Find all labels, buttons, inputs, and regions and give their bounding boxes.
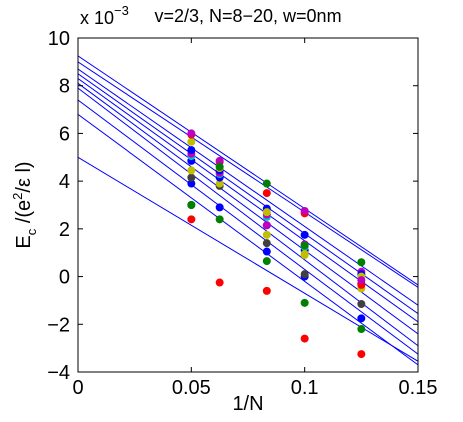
y-tick-label: −4 [47,362,70,384]
data-point-s5-3 [262,230,271,239]
data-point-s9-1 [187,146,196,155]
data-point-s12-2 [215,156,224,165]
y-tick-label: −2 [47,314,70,336]
fit-line-10 [78,55,418,286]
data-point-s10-4 [300,249,309,258]
data-point-s1-2 [215,278,224,287]
data-point-s10-1 [187,137,196,146]
data-point-s13-4 [300,241,309,250]
data-point-s13-1 [187,201,196,209]
x-tick-label: 0.15 [399,377,438,399]
x-axis-ticks: 0 0.05 0.1 0.15 [72,38,437,399]
data-point-s4-5 [357,300,366,309]
data-point-s10-3 [262,208,271,217]
fit-lines [78,55,418,366]
y-tick-label: 8 [59,76,70,98]
data-point-s4-4 [300,270,309,279]
data-point-s1-3 [262,286,271,295]
data-point-s13-2 [215,162,224,171]
data-point-s12-5 [357,276,366,285]
y-tick-label: 2 [59,219,70,241]
data-point-s9-4 [300,230,309,239]
data-point-s11-3 [262,189,271,198]
fit-line-2 [78,113,418,366]
fit-line-9 [78,61,418,288]
data-point-s3-1 [187,179,196,188]
data-point-s1-5 [357,350,366,359]
data-point-s3-2 [215,203,224,212]
x-tick-label: 0 [72,377,83,399]
data-point-s5-1 [187,166,196,175]
data-point-s2-2 [215,215,224,224]
x-axis-label: 1/N [232,393,263,415]
y-axis-label: Ec /(e2/ε l) [10,161,39,248]
data-point-s3-3 [262,247,271,256]
data-point-s1-1 [187,215,196,224]
data-point-s2-5 [357,325,366,334]
data-point-s4-3 [262,239,271,248]
y-multiplier: x 10−3 [80,3,129,28]
data-point-s2-4 [300,298,309,307]
y-tick-label: 4 [59,171,70,193]
data-point-s13-3 [262,179,271,188]
data-point-s2-3 [262,257,271,266]
data-point-s3-5 [357,314,366,323]
axes-box [77,37,419,373]
data-point-s13-5 [357,258,366,267]
y-tick-label: 0 [59,267,70,289]
data-point-s12-3 [262,221,271,230]
data-point-s1-4 [300,334,309,343]
fit-line-3 [78,99,418,355]
data-point-s5-2 [215,179,224,188]
chart-title: v=2/3, N=8−20, w=0nm [154,6,341,26]
data-points [187,129,366,359]
x-tick-label: 0.1 [291,377,319,399]
x-tick-label: 0.05 [172,377,211,399]
data-point-s4-1 [187,173,196,182]
y-tick-label: 6 [59,123,70,145]
data-point-s12-1 [187,129,196,138]
data-point-s12-4 [300,206,309,215]
y-axis-ticks: −4 −2 0 2 4 6 8 10 [47,28,418,384]
y-tick-label: 10 [48,28,70,50]
plot-area [78,38,418,372]
